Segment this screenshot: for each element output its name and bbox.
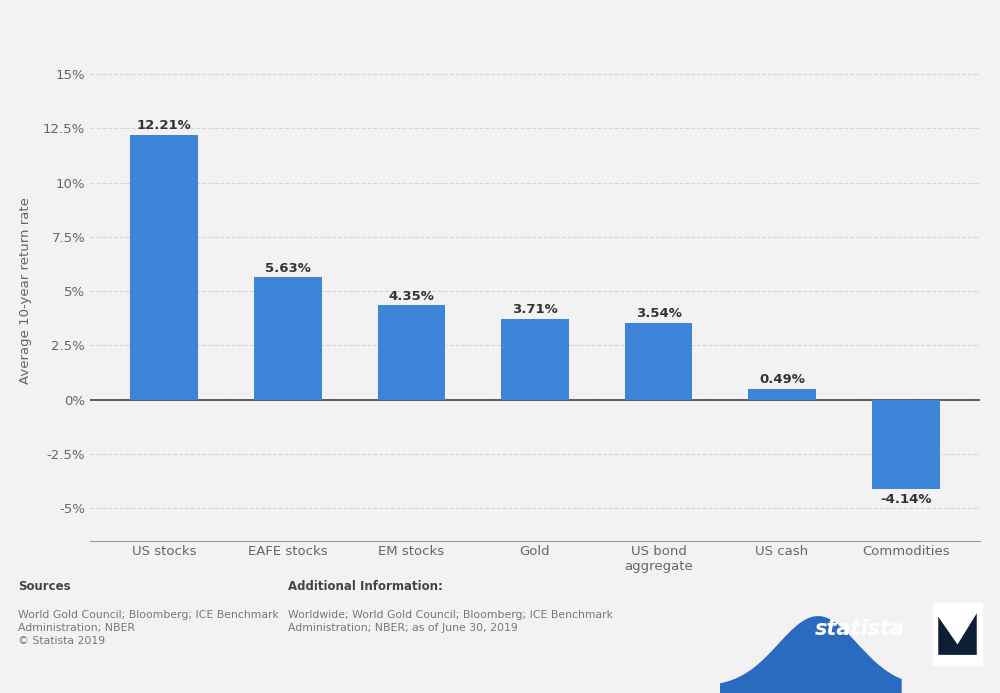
Text: 3.54%: 3.54% (636, 307, 681, 320)
Bar (872, 400, 940, 489)
Bar (254, 277, 322, 400)
Text: 4.35%: 4.35% (389, 290, 434, 303)
Text: World Gold Council; Bloomberg; ICE Benchmark
Administration; NBER
© Statista 201: World Gold Council; Bloomberg; ICE Bench… (18, 610, 279, 646)
Text: 3.71%: 3.71% (512, 304, 558, 317)
Text: 0.49%: 0.49% (759, 374, 805, 386)
Bar (625, 323, 692, 400)
Text: 5.63%: 5.63% (265, 262, 311, 275)
Polygon shape (938, 613, 977, 655)
Polygon shape (720, 616, 902, 693)
Bar (501, 319, 569, 400)
Bar (748, 389, 816, 400)
Text: statista: statista (815, 619, 905, 639)
Text: 12.21%: 12.21% (137, 119, 192, 132)
Bar (130, 134, 198, 400)
Bar (378, 305, 445, 400)
Y-axis label: Average 10-year return rate: Average 10-year return rate (19, 198, 32, 385)
FancyBboxPatch shape (933, 603, 982, 665)
Text: Sources: Sources (18, 580, 71, 593)
Text: -4.14%: -4.14% (880, 493, 931, 507)
Text: Worldwide; World Gold Council; Bloomberg; ICE Benchmark
Administration; NBER; as: Worldwide; World Gold Council; Bloomberg… (288, 610, 613, 633)
Text: Additional Information:: Additional Information: (288, 580, 443, 593)
